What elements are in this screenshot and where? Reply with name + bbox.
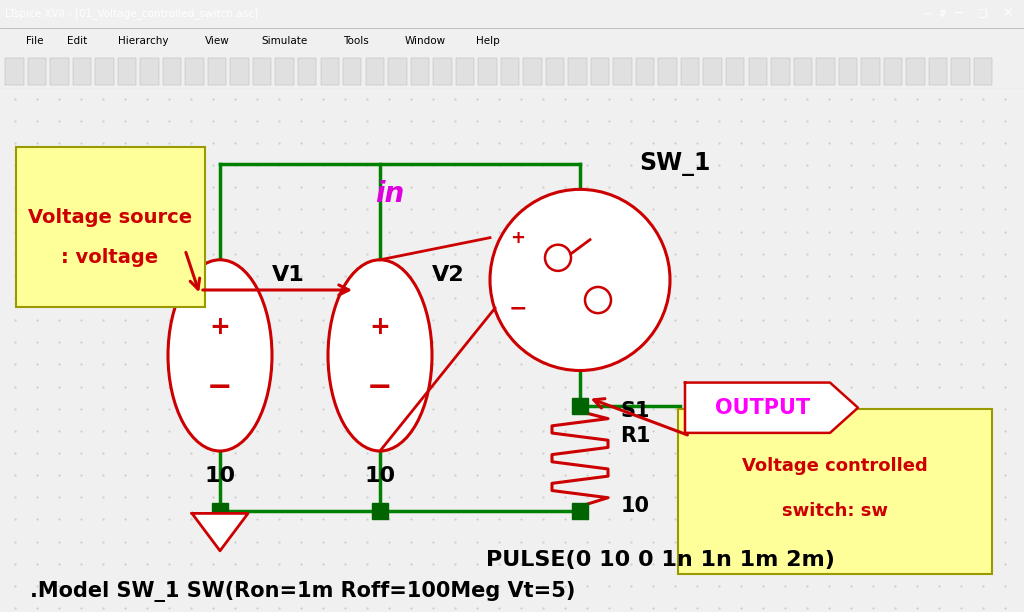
FancyBboxPatch shape — [703, 58, 722, 85]
FancyBboxPatch shape — [816, 58, 835, 85]
FancyBboxPatch shape — [163, 58, 181, 85]
FancyBboxPatch shape — [546, 58, 564, 85]
FancyBboxPatch shape — [794, 58, 812, 85]
Text: Tools: Tools — [343, 36, 369, 47]
Text: Voltage source: Voltage source — [28, 208, 193, 227]
FancyBboxPatch shape — [50, 58, 69, 85]
Text: #: # — [938, 9, 946, 19]
FancyBboxPatch shape — [861, 58, 880, 85]
Text: Edit: Edit — [67, 36, 87, 47]
Text: V2: V2 — [432, 265, 464, 285]
FancyBboxPatch shape — [253, 58, 271, 85]
FancyBboxPatch shape — [974, 58, 992, 85]
FancyBboxPatch shape — [16, 147, 205, 307]
Circle shape — [545, 245, 571, 271]
Text: Simulate: Simulate — [261, 36, 307, 47]
Circle shape — [585, 287, 611, 313]
Text: ─: ─ — [924, 9, 930, 19]
FancyBboxPatch shape — [951, 58, 970, 85]
Text: 10: 10 — [205, 466, 236, 486]
Text: LTspice XVII - [01_Voltage_controlled_switch.asc]: LTspice XVII - [01_Voltage_controlled_sw… — [5, 9, 258, 19]
Text: 10: 10 — [365, 466, 395, 486]
FancyBboxPatch shape — [208, 58, 226, 85]
FancyBboxPatch shape — [95, 58, 114, 85]
FancyBboxPatch shape — [366, 58, 384, 85]
Text: −: − — [368, 373, 393, 402]
Text: ❑: ❑ — [979, 9, 987, 19]
Text: +: + — [511, 229, 525, 247]
Text: V1: V1 — [271, 265, 304, 285]
Text: in: in — [376, 181, 404, 209]
Circle shape — [490, 189, 670, 370]
FancyBboxPatch shape — [678, 409, 992, 574]
Text: S1: S1 — [621, 401, 650, 420]
Text: OUTPUT: OUTPUT — [715, 398, 810, 418]
Text: ─: ─ — [953, 7, 962, 20]
FancyBboxPatch shape — [478, 58, 497, 85]
Polygon shape — [193, 513, 248, 551]
Text: R1: R1 — [620, 426, 650, 446]
FancyBboxPatch shape — [343, 58, 361, 85]
FancyBboxPatch shape — [839, 58, 857, 85]
FancyBboxPatch shape — [456, 58, 474, 85]
Text: PULSE(0 10 0 1n 1n 1m 2m): PULSE(0 10 0 1n 1n 1m 2m) — [485, 550, 835, 570]
FancyBboxPatch shape — [185, 58, 204, 85]
Ellipse shape — [168, 260, 272, 451]
Text: 10: 10 — [621, 496, 649, 517]
FancyBboxPatch shape — [411, 58, 429, 85]
FancyBboxPatch shape — [613, 58, 632, 85]
FancyBboxPatch shape — [321, 58, 339, 85]
FancyBboxPatch shape — [591, 58, 609, 85]
FancyBboxPatch shape — [523, 58, 542, 85]
FancyBboxPatch shape — [73, 58, 91, 85]
Polygon shape — [685, 382, 858, 433]
FancyBboxPatch shape — [929, 58, 947, 85]
FancyBboxPatch shape — [501, 58, 519, 85]
FancyBboxPatch shape — [681, 58, 699, 85]
FancyBboxPatch shape — [5, 58, 24, 85]
FancyBboxPatch shape — [118, 58, 136, 85]
FancyBboxPatch shape — [433, 58, 452, 85]
Text: ✕: ✕ — [1002, 7, 1013, 20]
Text: : voltage: : voltage — [61, 248, 159, 267]
FancyBboxPatch shape — [771, 58, 790, 85]
FancyBboxPatch shape — [884, 58, 902, 85]
Ellipse shape — [328, 260, 432, 451]
FancyBboxPatch shape — [388, 58, 407, 85]
FancyBboxPatch shape — [906, 58, 925, 85]
Text: File: File — [26, 36, 43, 47]
Text: +: + — [370, 315, 390, 339]
Text: switch: sw: switch: sw — [782, 502, 888, 520]
Text: Window: Window — [404, 36, 445, 47]
Text: −: − — [207, 373, 232, 402]
FancyBboxPatch shape — [298, 58, 316, 85]
Text: SW_1: SW_1 — [639, 152, 711, 176]
Text: −: − — [509, 298, 527, 318]
FancyBboxPatch shape — [726, 58, 744, 85]
Text: View: View — [205, 36, 229, 47]
FancyBboxPatch shape — [568, 58, 587, 85]
FancyBboxPatch shape — [749, 58, 767, 85]
FancyBboxPatch shape — [28, 58, 46, 85]
Text: Help: Help — [476, 36, 500, 47]
FancyBboxPatch shape — [230, 58, 249, 85]
Text: Hierarchy: Hierarchy — [118, 36, 168, 47]
Text: +: + — [210, 315, 230, 339]
FancyBboxPatch shape — [636, 58, 654, 85]
Text: .Model SW_1 SW(Ron=1m Roff=100Meg Vt=5): .Model SW_1 SW(Ron=1m Roff=100Meg Vt=5) — [30, 581, 575, 602]
FancyBboxPatch shape — [658, 58, 677, 85]
FancyBboxPatch shape — [140, 58, 159, 85]
FancyBboxPatch shape — [275, 58, 294, 85]
Text: Voltage controlled: Voltage controlled — [742, 457, 928, 475]
